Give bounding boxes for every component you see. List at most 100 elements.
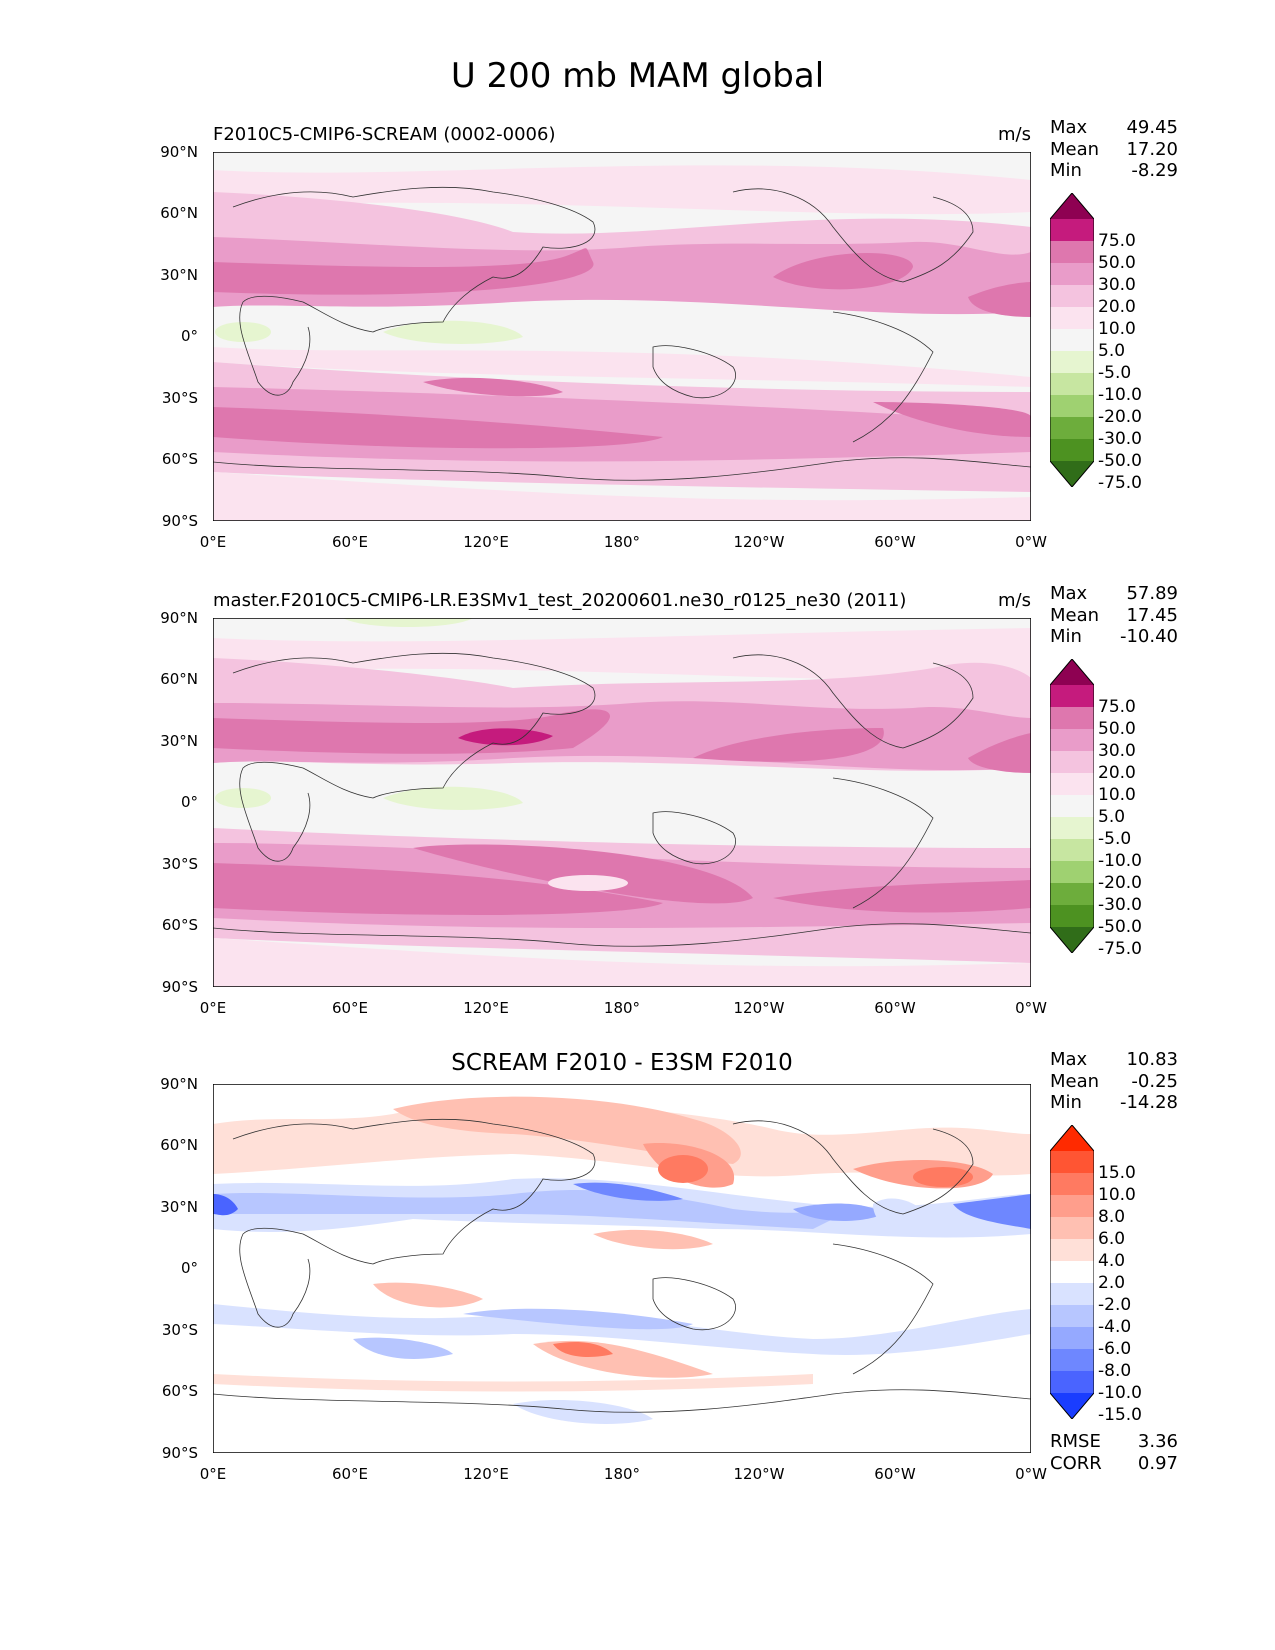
colorbar-tick-label: 10.0 xyxy=(1098,319,1136,339)
x-tick-label: 120°W xyxy=(733,533,785,551)
x-tick-label: 120°E xyxy=(463,1465,509,1483)
colorbar-tick-label: -75.0 xyxy=(1098,473,1142,493)
mean-label: Mean xyxy=(1050,1070,1100,1092)
colorbar-segment xyxy=(1050,905,1094,928)
colorbar-tick-label: -10.0 xyxy=(1098,385,1142,405)
x-tick-label: 120°E xyxy=(463,999,509,1017)
panel-title: SCREAM F2010 - E3SM F2010 xyxy=(451,1050,793,1076)
metrics-box: RMSE 3.36 CORR 0.97 xyxy=(1050,1431,1178,1474)
colorbar-tick-label: 50.0 xyxy=(1098,719,1136,739)
colorbar-segment xyxy=(1050,773,1094,796)
x-tick-label: 0°E xyxy=(199,533,227,551)
x-tick-label: 120°W xyxy=(733,1465,785,1483)
y-tick-label: 60°N xyxy=(160,1136,198,1154)
x-tick-label: 60°E xyxy=(331,533,369,551)
colorbar-extend-top xyxy=(1050,659,1094,685)
mean-label: Mean xyxy=(1050,138,1100,160)
y-tick-label: 30°N xyxy=(160,1198,198,1216)
colorbar-tick-label: -5.0 xyxy=(1098,363,1132,383)
colorbar-tick-label: -5.0 xyxy=(1098,829,1132,849)
x-tick-label: 60°E xyxy=(331,1465,369,1483)
colorbar-tick-label: -6.0 xyxy=(1098,1339,1132,1359)
stats-box: Max 57.89 Mean 17.45 Min -10.40 xyxy=(1050,583,1178,648)
panel-title: master.F2010C5-CMIP6-LR.E3SMv1_test_2020… xyxy=(213,590,907,611)
coastlines xyxy=(213,652,1031,947)
y-tick-label: 0° xyxy=(180,1259,198,1277)
colorbar-tick-label: -10.0 xyxy=(1098,851,1142,871)
x-tick-label: 120°E xyxy=(463,533,509,551)
max-value: 49.45 xyxy=(1126,117,1178,138)
colorbar-segment xyxy=(1050,1349,1094,1372)
colorbar-tick-label: -2.0 xyxy=(1098,1295,1132,1315)
min-value: -8.29 xyxy=(1131,160,1178,181)
colorbar-segment xyxy=(1050,373,1094,396)
mean-value: -0.25 xyxy=(1131,1070,1178,1092)
colorbar-tick-label: -15.0 xyxy=(1098,1405,1142,1425)
colorbar-segment xyxy=(1050,351,1094,374)
x-tick-label: 0°W xyxy=(1015,999,1047,1017)
mean-label: Mean xyxy=(1050,604,1100,626)
x-tick-label: 60°W xyxy=(874,533,916,551)
colorbar-svg xyxy=(1049,658,1095,954)
max-label: Max xyxy=(1050,117,1088,138)
colorbar-segment xyxy=(1050,219,1094,242)
colorbar-tick-label: 5.0 xyxy=(1098,341,1126,361)
colorbar-tick-label: -4.0 xyxy=(1098,1317,1132,1337)
colorbar-segment xyxy=(1050,839,1094,862)
colorbar-tick-label: -10.0 xyxy=(1098,1383,1142,1403)
corr-value: 0.97 xyxy=(1137,1452,1178,1474)
y-tick-label: 60°N xyxy=(160,204,198,222)
colorbar-tick-label: 4.0 xyxy=(1098,1251,1126,1271)
x-tick-label: 60°W xyxy=(874,1465,916,1483)
colorbar-tick-label: 6.0 xyxy=(1098,1229,1126,1249)
colorbar-tick-label: 20.0 xyxy=(1098,297,1136,317)
colorbar-tick-label: 50.0 xyxy=(1098,253,1136,273)
colorbar-tick-label: 5.0 xyxy=(1098,807,1126,827)
max-label: Max xyxy=(1050,583,1088,604)
colorbar-svg xyxy=(1049,1124,1095,1420)
min-value: -10.40 xyxy=(1119,626,1178,647)
panel-2: master.F2010C5-CMIP6-LR.E3SMv1_test_2020… xyxy=(0,0,1275,1017)
x-tick-label: 180° xyxy=(603,1465,641,1483)
colorbar-tick-label: -50.0 xyxy=(1098,917,1142,937)
rmse-value: 3.36 xyxy=(1137,1431,1178,1452)
colorbar-segment xyxy=(1050,751,1094,774)
colorbar-segment xyxy=(1050,1195,1094,1218)
colorbar-segment xyxy=(1050,285,1094,308)
colorbar-extend-top xyxy=(1050,193,1094,219)
colorbar-segment xyxy=(1050,1371,1094,1394)
mean-value: 17.45 xyxy=(1126,604,1178,626)
colorbar-segment xyxy=(1050,307,1094,330)
y-tick-label: 30°S xyxy=(161,855,198,873)
colorbar-tick-label: 30.0 xyxy=(1098,275,1136,295)
colorbar-tick-label: -30.0 xyxy=(1098,429,1142,449)
colorbar-segment xyxy=(1050,1327,1094,1350)
colorbar-tick-label: 10.0 xyxy=(1098,785,1136,805)
x-tick-label: 120°W xyxy=(733,999,785,1017)
colorbar-tick-label: -50.0 xyxy=(1098,451,1142,471)
max-value: 10.83 xyxy=(1126,1049,1178,1070)
map-svg xyxy=(213,152,1031,521)
colorbar-tick-label: -20.0 xyxy=(1098,873,1142,893)
coastlines xyxy=(213,1118,1031,1413)
panel-title: F2010C5-CMIP6-SCREAM (0002-0006) xyxy=(213,124,556,145)
colorbar-segment xyxy=(1050,263,1094,286)
colorbar-segment xyxy=(1050,1217,1094,1240)
colorbar-extend-bottom xyxy=(1050,927,1094,953)
colorbar-svg xyxy=(1049,192,1095,488)
colorbar-extend-bottom xyxy=(1050,461,1094,487)
colorbar-segment xyxy=(1050,1151,1094,1174)
colorbar-segment xyxy=(1050,729,1094,752)
x-tick-label: 60°W xyxy=(874,999,916,1017)
colorbar-tick-label: -75.0 xyxy=(1098,939,1142,959)
max-value: 57.89 xyxy=(1126,583,1178,604)
colorbar-tick-label: -8.0 xyxy=(1098,1361,1132,1381)
y-tick-label: 30°S xyxy=(161,389,198,407)
rmse-label: RMSE xyxy=(1050,1431,1101,1452)
min-label: Min xyxy=(1050,160,1082,181)
colorbar-segment xyxy=(1050,861,1094,884)
colorbar-extend-top xyxy=(1050,1125,1094,1151)
coastlines xyxy=(213,186,1031,481)
colorbar-tick-label: 30.0 xyxy=(1098,741,1136,761)
colorbar-segment xyxy=(1050,1283,1094,1306)
